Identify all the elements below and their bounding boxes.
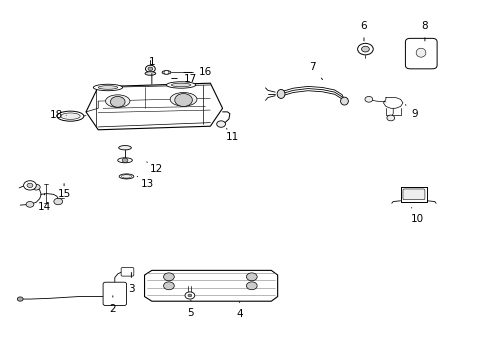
Text: 13: 13 bbox=[137, 176, 153, 189]
Text: 11: 11 bbox=[225, 129, 239, 142]
Circle shape bbox=[26, 202, 34, 207]
FancyBboxPatch shape bbox=[121, 267, 134, 276]
Ellipse shape bbox=[119, 145, 131, 150]
Circle shape bbox=[54, 198, 62, 205]
Polygon shape bbox=[86, 83, 222, 130]
Text: 17: 17 bbox=[171, 73, 197, 84]
Circle shape bbox=[184, 292, 194, 299]
Text: 18: 18 bbox=[50, 111, 66, 121]
Circle shape bbox=[361, 46, 368, 52]
Text: 7: 7 bbox=[309, 62, 322, 80]
Text: 12: 12 bbox=[146, 162, 163, 174]
Circle shape bbox=[364, 96, 372, 102]
Ellipse shape bbox=[340, 97, 347, 105]
Circle shape bbox=[148, 67, 153, 71]
Ellipse shape bbox=[277, 89, 285, 98]
Circle shape bbox=[32, 184, 40, 190]
Circle shape bbox=[187, 294, 191, 297]
Text: 14: 14 bbox=[38, 194, 51, 212]
Circle shape bbox=[27, 183, 33, 188]
Text: 2: 2 bbox=[109, 296, 116, 314]
Circle shape bbox=[123, 174, 129, 179]
Text: 4: 4 bbox=[236, 302, 243, 319]
Ellipse shape bbox=[162, 71, 170, 74]
Circle shape bbox=[163, 282, 174, 290]
Text: 16: 16 bbox=[183, 67, 212, 77]
Circle shape bbox=[246, 282, 257, 290]
Text: 8: 8 bbox=[421, 21, 427, 41]
Circle shape bbox=[163, 273, 174, 281]
Circle shape bbox=[163, 71, 168, 74]
Circle shape bbox=[145, 65, 155, 72]
Ellipse shape bbox=[119, 174, 134, 179]
Ellipse shape bbox=[171, 83, 190, 87]
Text: 6: 6 bbox=[360, 21, 366, 41]
Ellipse shape bbox=[170, 93, 197, 106]
Ellipse shape bbox=[98, 86, 118, 89]
Text: 9: 9 bbox=[405, 105, 418, 119]
Ellipse shape bbox=[93, 84, 122, 91]
Circle shape bbox=[216, 121, 225, 127]
Text: 5: 5 bbox=[187, 300, 194, 318]
Circle shape bbox=[110, 96, 125, 107]
FancyBboxPatch shape bbox=[103, 282, 126, 306]
Ellipse shape bbox=[166, 82, 195, 88]
Text: 10: 10 bbox=[410, 208, 423, 224]
Circle shape bbox=[17, 297, 23, 301]
Polygon shape bbox=[144, 270, 277, 301]
Circle shape bbox=[122, 158, 128, 162]
Circle shape bbox=[174, 94, 192, 107]
Ellipse shape bbox=[121, 175, 132, 178]
Ellipse shape bbox=[145, 72, 156, 75]
Ellipse shape bbox=[118, 158, 132, 163]
Circle shape bbox=[23, 181, 36, 190]
Ellipse shape bbox=[57, 111, 83, 121]
Text: 1: 1 bbox=[148, 57, 155, 84]
Ellipse shape bbox=[61, 113, 80, 120]
Text: 15: 15 bbox=[58, 184, 71, 199]
Ellipse shape bbox=[415, 48, 425, 57]
FancyBboxPatch shape bbox=[402, 189, 424, 200]
Circle shape bbox=[246, 273, 257, 281]
Circle shape bbox=[386, 115, 394, 121]
Circle shape bbox=[357, 43, 372, 55]
Text: 3: 3 bbox=[128, 273, 134, 294]
Ellipse shape bbox=[105, 95, 130, 107]
FancyBboxPatch shape bbox=[405, 39, 436, 69]
